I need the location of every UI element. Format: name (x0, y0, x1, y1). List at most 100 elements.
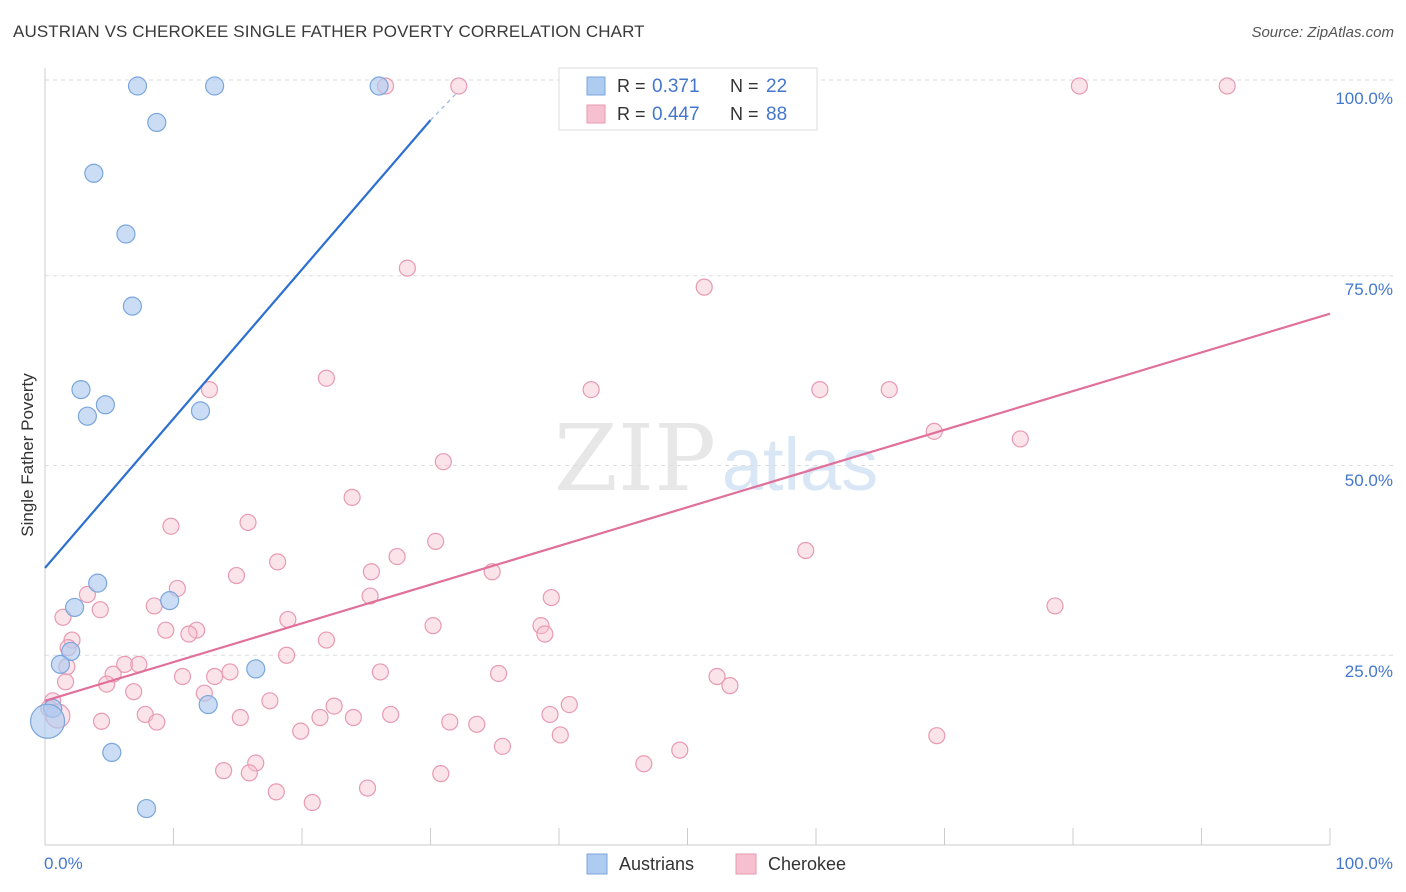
cherokee-point (221, 663, 239, 681)
cherokee-point (671, 741, 689, 759)
cherokee-point (92, 712, 111, 730)
cherokee-point (582, 381, 600, 399)
austrian-point (147, 112, 167, 133)
cherokee-point (541, 705, 559, 724)
cherokee-point (388, 547, 406, 566)
cherokee-point (811, 381, 829, 399)
cherokee-point (493, 737, 512, 755)
cherokee-point (292, 722, 310, 740)
legend-cherokee-swatch (735, 853, 757, 875)
cherokee-point (125, 683, 143, 701)
austrian-point (71, 380, 91, 400)
cherokee-point (162, 517, 180, 535)
stats-legend: R = 0.371 N = 22 R = 0.447 N = 88 (558, 67, 818, 131)
chart-title: AUSTRIAN VS CHEROKEE SINGLE FATHER POVER… (13, 22, 645, 41)
cherokee-point (227, 566, 246, 585)
legend-swatch (586, 104, 606, 124)
cherokee-point (311, 708, 329, 727)
austrian-point (64, 597, 85, 618)
austrian-point (116, 224, 136, 244)
cherokee-point (247, 754, 265, 772)
austrian-point (61, 641, 81, 662)
cherokee-point (635, 755, 653, 773)
cherokee-point (928, 727, 946, 745)
austrian-point (205, 76, 225, 96)
cherokee-point (490, 664, 508, 683)
cherokee-point (434, 453, 452, 471)
austrian-point (127, 76, 148, 96)
cherokee-point (261, 692, 279, 710)
austrian-trend-line (44, 119, 432, 569)
cherokee-point (797, 541, 815, 560)
cherokee-point (206, 667, 224, 686)
austrian-point (95, 395, 115, 415)
cherokee-point (695, 278, 713, 296)
cherokee-point (173, 667, 192, 686)
cherokee-point (560, 695, 578, 714)
austrian-point (77, 406, 98, 426)
legend-austrians-label: Austrians (619, 854, 694, 874)
watermark-zip: ZIP (554, 405, 716, 512)
cherokee-point (157, 621, 175, 639)
y-tick-label: 25.0% (1345, 662, 1393, 681)
cherokee-point (215, 762, 233, 780)
cherokee-point (362, 563, 380, 581)
cherokee-point (536, 625, 554, 643)
cherokee-trend-line (44, 312, 1331, 702)
cherokee-point (721, 677, 739, 695)
cherokee-point (371, 663, 389, 681)
cherokee-point (317, 369, 336, 387)
cherokee-point (424, 617, 442, 635)
austrian-point (369, 76, 389, 96)
cherokee-point (343, 488, 361, 506)
cherokee-point (1046, 597, 1064, 615)
legend-r-label: R = (617, 76, 646, 96)
y-tick-label: 50.0% (1345, 471, 1393, 490)
cherokee-point (277, 646, 296, 664)
chart-source: Source: ZipAtlas.com (1251, 24, 1394, 41)
cherokee-point (542, 588, 560, 607)
cherokee-point (361, 587, 379, 605)
x-tick-label-max: 100.0% (1335, 854, 1393, 873)
cherokee-point (551, 726, 569, 744)
cherokee-point (148, 713, 166, 731)
series-legend: Austrians Cherokee (586, 853, 846, 875)
austrian-point (160, 591, 180, 611)
cherokee-point (180, 625, 198, 643)
cherokee-point (239, 513, 257, 532)
austrian-point (190, 401, 211, 421)
cherokee-point (303, 793, 321, 812)
watermark-atlas: atlas (722, 423, 878, 506)
austrian-point (50, 654, 71, 674)
legend-austrians-swatch (586, 853, 608, 875)
cherokee-point (532, 617, 550, 635)
cherokee-point (145, 597, 163, 615)
cherokee-point (1218, 77, 1236, 95)
cherokee-point (398, 259, 416, 277)
cherokee-point (325, 697, 343, 715)
cherokee-point (427, 532, 445, 551)
cherokee-point (200, 381, 219, 399)
austrian-point (136, 798, 157, 819)
austrian-point (198, 694, 218, 715)
legend-n-value: 88 (766, 104, 787, 125)
cherokee-point (231, 708, 249, 727)
legend-n-label: N = (730, 104, 759, 124)
cherokee-point (78, 585, 97, 604)
cherokee-point (56, 673, 75, 691)
cherokee-point (441, 713, 459, 731)
cherokee-point (268, 553, 287, 571)
cherokee-point (468, 715, 486, 733)
cherokee-point (91, 601, 109, 619)
legend-swatch (586, 76, 606, 96)
cherokee-point (1011, 430, 1029, 448)
legend-r-value: 0.447 (652, 104, 700, 125)
austrian-point (246, 659, 266, 679)
austrian-point (102, 742, 122, 763)
cherokee-point (358, 779, 377, 797)
cherokee-point (1070, 77, 1089, 95)
cherokee-point (267, 783, 285, 801)
legend-n-label: N = (730, 76, 759, 96)
cherokee-point (382, 705, 400, 724)
y-tick-label: 75.0% (1345, 280, 1393, 299)
